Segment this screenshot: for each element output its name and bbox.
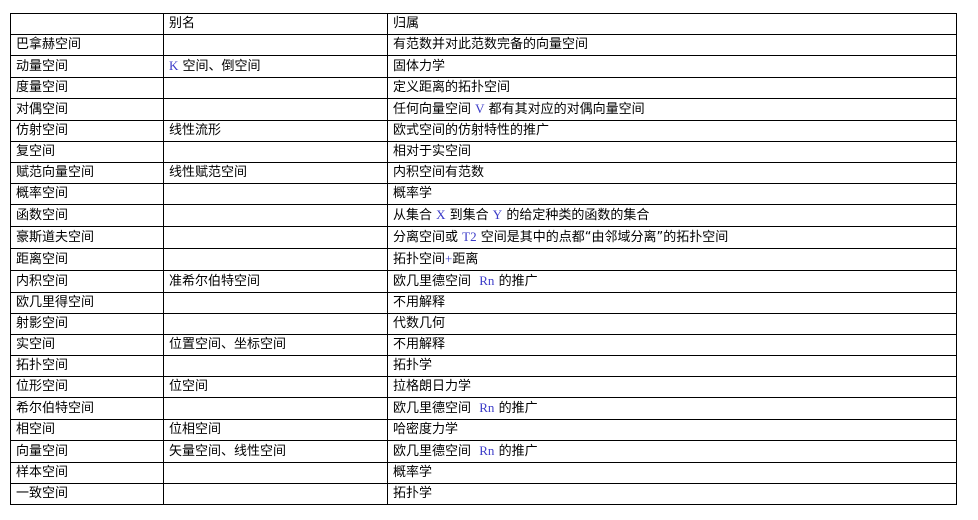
cell-alias — [163, 183, 388, 205]
table-row: 位形空间 位空间 拉格朗日力学 — [10, 376, 957, 398]
cell-category: 哈密度力学 — [387, 419, 957, 441]
cell-category: 有范数并对此范数完备的向量空间 — [387, 34, 957, 56]
cell-alias — [163, 292, 388, 314]
table-row: 距离空间 拓扑空间+距离 — [10, 248, 957, 271]
table-row: 仿射空间 线性流形 欧式空间的仿射特性的推广 — [10, 120, 957, 142]
cell-alias — [163, 226, 388, 249]
table-row: 赋范向量空间 线性赋范空间 内积空间有范数 — [10, 162, 957, 184]
cell-category: 不用解释 — [387, 334, 957, 356]
table-row: 射影空间 代数几何 — [10, 313, 957, 335]
cell-space-name: 相空间 — [10, 419, 164, 441]
cell-alias — [163, 34, 388, 56]
cell-category: 固体力学 — [387, 55, 957, 78]
cell-space-name: 仿射空间 — [10, 120, 164, 142]
cell-alias: 位相空间 — [163, 419, 388, 441]
cell-category: 从集合 X 到集合 Y 的给定种类的函数的集合 — [387, 204, 957, 227]
cell-category: 内积空间有范数 — [387, 162, 957, 184]
table-row: 相空间 位相空间 哈密度力学 — [10, 419, 957, 441]
header-space-name — [10, 13, 164, 35]
cell-category: 欧几里德空间 Rn 的推广 — [387, 270, 957, 293]
cell-category: 欧式空间的仿射特性的推广 — [387, 120, 957, 142]
cell-space-name: 函数空间 — [10, 204, 164, 227]
table-row: 复空间 相对于实空间 — [10, 141, 957, 163]
cell-alias: K 空间、倒空间 — [163, 55, 388, 78]
cell-space-name: 实空间 — [10, 334, 164, 356]
cell-category: 代数几何 — [387, 313, 957, 335]
cell-space-name: 巴拿赫空间 — [10, 34, 164, 56]
header-alias: 别名 — [163, 13, 388, 35]
cell-space-name: 内积空间 — [10, 270, 164, 293]
cell-category: 拉格朗日力学 — [387, 376, 957, 398]
table-row: 一致空间 拓扑学 — [10, 483, 957, 505]
table-row: 概率空间 概率学 — [10, 183, 957, 205]
table-row: 巴拿赫空间 有范数并对此范数完备的向量空间 — [10, 34, 957, 56]
cell-category: 拓扑学 — [387, 483, 957, 505]
cell-alias: 矢量空间、线性空间 — [163, 440, 388, 463]
cell-alias — [163, 355, 388, 377]
cell-space-name: 豪斯道夫空间 — [10, 226, 164, 249]
cell-alias — [163, 248, 388, 271]
cell-space-name: 样本空间 — [10, 462, 164, 484]
cell-space-name: 拓扑空间 — [10, 355, 164, 377]
table-row: 动量空间 K 空间、倒空间 固体力学 — [10, 55, 957, 78]
cell-alias — [163, 397, 388, 420]
table-row: 向量空间 矢量空间、线性空间 欧几里德空间 Rn 的推广 — [10, 440, 957, 463]
cell-category: 欧几里德空间 Rn 的推广 — [387, 397, 957, 420]
cell-space-name: 向量空间 — [10, 440, 164, 463]
table-body: 巴拿赫空间 有范数并对此范数完备的向量空间 动量空间 K 空间、倒空间 固体力学 度量空间… — [10, 34, 957, 505]
cell-alias: 准希尔伯特空间 — [163, 270, 388, 293]
cell-category: 欧几里德空间 Rn 的推广 — [387, 440, 957, 463]
table-row: 拓扑空间 拓扑学 — [10, 355, 957, 377]
cell-space-name: 位形空间 — [10, 376, 164, 398]
cell-space-name: 希尔伯特空间 — [10, 397, 164, 420]
cell-alias — [163, 98, 388, 121]
cell-category: 拓扑空间+距离 — [387, 248, 957, 271]
cell-space-name: 一致空间 — [10, 483, 164, 505]
table-row: 内积空间 准希尔伯特空间 欧几里德空间 Rn 的推广 — [10, 270, 957, 293]
table-row: 豪斯道夫空间 分离空间或 T2 空间是其中的点都“由邻域分离”的拓扑空间 — [10, 226, 957, 249]
cell-space-name: 对偶空间 — [10, 98, 164, 121]
cell-alias: 线性流形 — [163, 120, 388, 142]
cell-alias — [163, 483, 388, 505]
cell-alias — [163, 462, 388, 484]
cell-space-name: 复空间 — [10, 141, 164, 163]
cell-alias — [163, 204, 388, 227]
cell-space-name: 欧几里得空间 — [10, 292, 164, 314]
cell-category: 定义距离的拓扑空间 — [387, 77, 957, 99]
cell-category: 概率学 — [387, 183, 957, 205]
header-category: 归属 — [387, 13, 957, 35]
cell-space-name: 动量空间 — [10, 55, 164, 78]
table-row: 希尔伯特空间 欧几里德空间 Rn 的推广 — [10, 397, 957, 420]
cell-alias — [163, 313, 388, 335]
cell-space-name: 概率空间 — [10, 183, 164, 205]
cell-category: 相对于实空间 — [387, 141, 957, 163]
cell-space-name: 度量空间 — [10, 77, 164, 99]
table-row: 函数空间 从集合 X 到集合 Y 的给定种类的函数的集合 — [10, 204, 957, 227]
cell-alias — [163, 77, 388, 99]
cell-category: 概率学 — [387, 462, 957, 484]
cell-category: 拓扑学 — [387, 355, 957, 377]
table-row: 对偶空间 任何向量空间 V 都有其对应的对偶向量空间 — [10, 98, 957, 121]
cell-category: 任何向量空间 V 都有其对应的对偶向量空间 — [387, 98, 957, 121]
spaces-table: 别名 归属 巴拿赫空间 有范数并对此范数完备的向量空间 动量空间 K 空间、倒空间 固体… — [10, 13, 957, 505]
cell-space-name: 赋范向量空间 — [10, 162, 164, 184]
cell-alias — [163, 141, 388, 163]
cell-category: 不用解释 — [387, 292, 957, 314]
cell-alias: 线性赋范空间 — [163, 162, 388, 184]
table-row: 欧几里得空间 不用解释 — [10, 292, 957, 314]
cell-space-name: 距离空间 — [10, 248, 164, 271]
table-row: 样本空间 概率学 — [10, 462, 957, 484]
cell-alias: 位置空间、坐标空间 — [163, 334, 388, 356]
cell-category: 分离空间或 T2 空间是其中的点都“由邻域分离”的拓扑空间 — [387, 226, 957, 249]
header-row: 别名 归属 — [10, 13, 957, 35]
cell-alias: 位空间 — [163, 376, 388, 398]
cell-space-name: 射影空间 — [10, 313, 164, 335]
table-row: 度量空间 定义距离的拓扑空间 — [10, 77, 957, 99]
table-row: 实空间 位置空间、坐标空间 不用解释 — [10, 334, 957, 356]
